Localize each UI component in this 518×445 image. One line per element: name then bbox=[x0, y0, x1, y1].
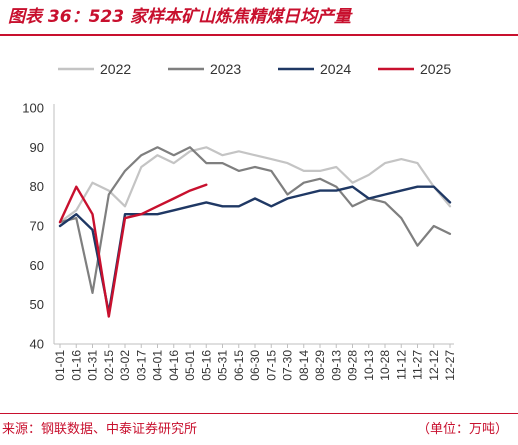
x-tick-label: 12-12 bbox=[427, 350, 441, 381]
x-tick-label: 05-31 bbox=[216, 350, 230, 381]
legend-label-2023: 2023 bbox=[210, 61, 241, 77]
source-note: 来源：钢联数据、中泰证券研究所 bbox=[2, 422, 198, 437]
x-axis: 01-01 01-16 01-31 02-15 03-02 03-17 04-01 04-16… bbox=[53, 343, 457, 381]
y-tick-label: 70 bbox=[30, 219, 44, 234]
legend: 2022 2023 2024 2025 bbox=[58, 61, 451, 77]
y-tick-label: 50 bbox=[30, 297, 44, 312]
footer-divider bbox=[0, 413, 518, 414]
x-tick-label: 01-01 bbox=[53, 350, 67, 381]
x-tick-label: 11-12 bbox=[394, 350, 408, 380]
legend-label-2024: 2024 bbox=[320, 61, 351, 77]
x-tick-label: 08-29 bbox=[313, 350, 327, 381]
x-tick-label: 09-13 bbox=[329, 350, 343, 381]
y-tick-label: 100 bbox=[22, 101, 44, 116]
x-tick-label: 12-27 bbox=[443, 350, 457, 381]
x-tick-label: 05-01 bbox=[183, 350, 197, 381]
legend-label-2025: 2025 bbox=[420, 61, 451, 77]
series-line-2025 bbox=[58, 183, 208, 318]
x-tick-label: 09-28 bbox=[346, 350, 360, 381]
x-tick-label: 11-27 bbox=[411, 350, 425, 380]
x-tick-label: 07-30 bbox=[281, 350, 295, 381]
x-tick-label: 04-01 bbox=[151, 350, 165, 381]
chart-title: 图表 36：523 家样本矿山炼焦精煤日均产量 bbox=[8, 7, 351, 27]
y-tick-label: 60 bbox=[30, 258, 44, 273]
y-axis: 40 50 60 70 80 90 100 bbox=[22, 101, 55, 352]
y-tick-label: 90 bbox=[30, 140, 44, 155]
unit-note: （单位：万吨） bbox=[416, 422, 508, 437]
legend-label-2022: 2022 bbox=[100, 61, 131, 77]
x-tick-label: 02-15 bbox=[102, 350, 116, 381]
series-line-2023 bbox=[58, 146, 452, 294]
x-tick-label: 10-28 bbox=[378, 350, 392, 381]
x-tick-label: 04-16 bbox=[167, 350, 181, 381]
series-line-2022 bbox=[58, 146, 452, 224]
x-tick-label: 01-31 bbox=[86, 350, 100, 381]
x-tick-label: 07-15 bbox=[264, 350, 278, 381]
x-tick-label: 03-02 bbox=[118, 350, 132, 381]
x-tick-label: 08-14 bbox=[297, 350, 311, 381]
x-tick-label: 06-15 bbox=[232, 350, 246, 381]
title-divider bbox=[0, 34, 518, 36]
plot-area bbox=[58, 146, 452, 318]
series-line-2024 bbox=[58, 185, 452, 314]
y-tick-label: 40 bbox=[30, 337, 44, 352]
x-tick-label: 03-17 bbox=[134, 350, 148, 381]
x-tick-label: 06-30 bbox=[248, 350, 262, 381]
y-tick-label: 80 bbox=[30, 179, 44, 194]
x-tick-label: 01-16 bbox=[69, 350, 83, 381]
x-tick-label: 10-13 bbox=[362, 350, 376, 381]
x-tick-label: 05-16 bbox=[199, 350, 213, 381]
